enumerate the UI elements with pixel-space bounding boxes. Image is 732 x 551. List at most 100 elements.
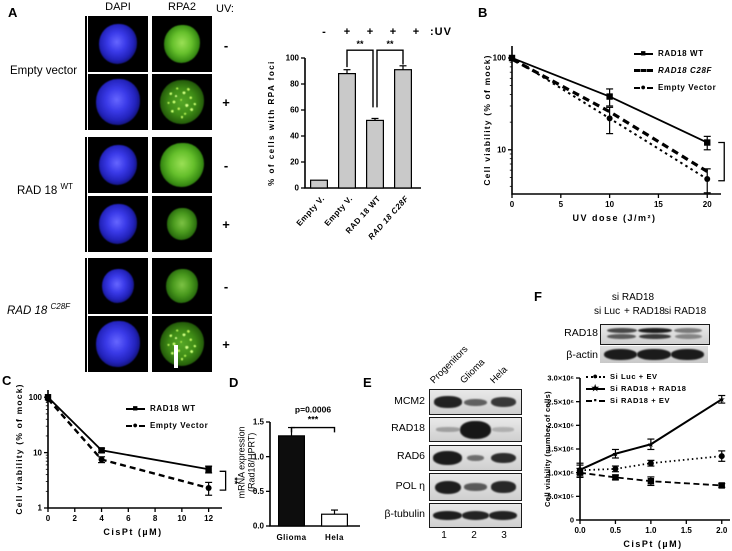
micro-rad18wt-dapi-noUV — [88, 137, 148, 193]
blot-rad18 — [429, 417, 522, 442]
blot-label-bactin: β-actin — [566, 349, 598, 361]
svg-text:**: ** — [386, 39, 394, 49]
rpa-foci-bar-chart: 0 20 40 60 80 100 % of cells with RPA foci Empt… — [267, 39, 421, 241]
svg-text:0.0: 0.0 — [574, 526, 586, 535]
lane-number-2: 2 — [471, 530, 477, 541]
svg-text:100: 100 — [286, 54, 300, 63]
row-label-rad18c28f: RAD 18 C28F — [7, 302, 71, 317]
column-header-dapi: DAPI — [105, 1, 131, 13]
nucleus-dapi — [102, 269, 134, 303]
micro-rad18c28f-dapi-UV — [88, 316, 148, 372]
blot-poleta — [429, 473, 522, 501]
svg-text:0: 0 — [570, 516, 574, 525]
uv-symbol: + — [222, 217, 230, 232]
svg-text:0: 0 — [295, 184, 300, 193]
legend-item: ▪ Si RAD18 + EV — [586, 395, 687, 406]
micro-rad18c28f-dapi-noUV — [88, 258, 148, 314]
svg-text:% of cells with RPA foci: % of cells with RPA foci — [267, 60, 276, 186]
row-label-empty-vector: Empty vector — [10, 65, 78, 77]
svg-text:CisPt (µM): CisPt (µM) — [623, 539, 682, 549]
micro-rad18wt-dapi-UV — [88, 196, 148, 252]
circle-dash-marker: ● — [126, 420, 145, 431]
svg-text:100: 100 — [493, 54, 507, 63]
svg-text:1.0×10⁶: 1.0×10⁶ — [547, 468, 574, 477]
thick-dash-marker — [634, 66, 653, 76]
mrna-bar-chart: 0.0 0.5 1.0 1.5 Glioma Hela ***p=0.0006 — [253, 405, 360, 542]
svg-text:UV dose (J/m²): UV dose (J/m²) — [572, 213, 656, 223]
nucleus-dapi — [95, 79, 141, 125]
f-viability-line-chart: 0 5.0×10⁵ 1.0×10⁶ 1.5×10⁶ 2.0×10⁶ 2.5×10⁶ 3.0×… — [543, 374, 730, 549]
panel-d-label: D — [229, 375, 239, 390]
legend-uv-viability: ■ RAD18 WT RAD18 C28F ● Empty Vector — [634, 47, 716, 98]
star-solid-marker: ★ — [586, 383, 605, 394]
svg-text:6: 6 — [126, 514, 131, 523]
legend-f-viability: ● Si Luc + EV ★ Si RAD18 + RAD18 ▪ Si RAD18… — [586, 371, 687, 407]
svg-text:0.5: 0.5 — [253, 487, 265, 496]
legend-item: ● Empty Vector — [126, 419, 208, 432]
blot-label-rad6: RAD6 — [396, 450, 425, 462]
micro-rad18wt-rpa2-noUV — [152, 137, 212, 193]
blot-lane-label-plusrad18: + RAD18 — [624, 306, 665, 317]
blot-label-rad18: RAD18 — [391, 422, 425, 434]
square-solid-marker: ■ — [634, 48, 653, 59]
row-label-rad18wt: RAD 18 WT — [17, 182, 73, 197]
nucleus-rpa2-foci — [159, 79, 205, 125]
micro-empty-vector-dapi-UV — [88, 74, 148, 130]
svg-text:Cell viability (% of mock): Cell viability (% of mock) — [482, 54, 492, 185]
uv-viability-line-chart: 10 100 0 5 10 15 20 Cell viability (% of mock) U… — [482, 46, 732, 223]
legend-cispt-viability: ■ RAD18 WT ● Empty Vector — [126, 402, 208, 436]
panel-e-label: E — [363, 375, 372, 390]
svg-text:100: 100 — [29, 393, 43, 402]
uv-column-header: UV: — [216, 3, 234, 15]
micro-rad18wt-rpa2-UV — [152, 196, 212, 252]
svg-text:12: 12 — [204, 514, 213, 523]
blot-lane-label-siluc: si Luc — [594, 306, 621, 317]
svg-text:★: ★ — [718, 395, 725, 404]
svg-text:10: 10 — [605, 200, 614, 209]
blot-rad6 — [429, 445, 522, 471]
uv-condition-row: - + + + + :UV — [316, 26, 476, 40]
svg-text:1.5×10⁶: 1.5×10⁶ — [547, 445, 574, 454]
uv-symbol: - — [223, 158, 229, 173]
svg-text:1.5: 1.5 — [681, 526, 693, 535]
svg-text:Glioma: Glioma — [276, 533, 306, 542]
micro-empty-vector-rpa2-UV — [152, 74, 212, 130]
svg-text:2: 2 — [73, 514, 78, 523]
micro-empty-vector-dapi-noUV — [88, 16, 148, 72]
svg-text:***: *** — [308, 415, 319, 425]
legend-item: ■ RAD18 WT — [126, 402, 208, 415]
svg-text:**: ** — [728, 158, 732, 166]
group-bar-rad18wt — [85, 137, 87, 252]
scale-bar — [173, 344, 178, 369]
legend-item: ● Si Luc + EV — [586, 371, 687, 382]
nucleus-dapi — [99, 145, 137, 185]
legend-item: ■ RAD18 WT — [634, 47, 716, 60]
svg-text:0: 0 — [510, 200, 515, 209]
svg-text:4: 4 — [99, 514, 104, 523]
uv-mark: + — [366, 26, 374, 38]
svg-text:0.5: 0.5 — [610, 526, 622, 535]
panel-b-label: B — [478, 5, 488, 20]
blot-label-btubulin: β-tubulin — [384, 508, 425, 520]
blot-bactin — [600, 346, 708, 363]
svg-text:2.0: 2.0 — [716, 526, 728, 535]
micro-empty-vector-rpa2-noUV — [152, 16, 212, 72]
blot-label-rad18-f: RAD18 — [564, 327, 598, 339]
square-dash-marker: ▪ — [586, 395, 605, 406]
svg-text:5: 5 — [559, 200, 564, 209]
svg-text:CisPt (µM): CisPt (µM) — [103, 527, 162, 537]
svg-text:Empty V.: Empty V. — [295, 194, 327, 228]
circle-dot-marker: ● — [586, 371, 605, 382]
svg-text:20: 20 — [703, 200, 712, 209]
uv-mark: - — [322, 26, 326, 38]
blot-header-sirad18: si RAD18 — [611, 292, 655, 303]
group-bar-rad18c28f — [85, 258, 87, 372]
svg-text:2.0×10⁶: 2.0×10⁶ — [547, 421, 574, 430]
svg-text:Hela: Hela — [325, 533, 344, 542]
svg-text:40: 40 — [290, 132, 299, 141]
svg-text:Cell viability (number of cell: Cell viability (number of cells) — [543, 391, 552, 507]
square-solid-marker: ■ — [126, 403, 145, 414]
lane-label-glioma: Glioma — [458, 356, 488, 386]
svg-text:60: 60 — [290, 106, 299, 115]
